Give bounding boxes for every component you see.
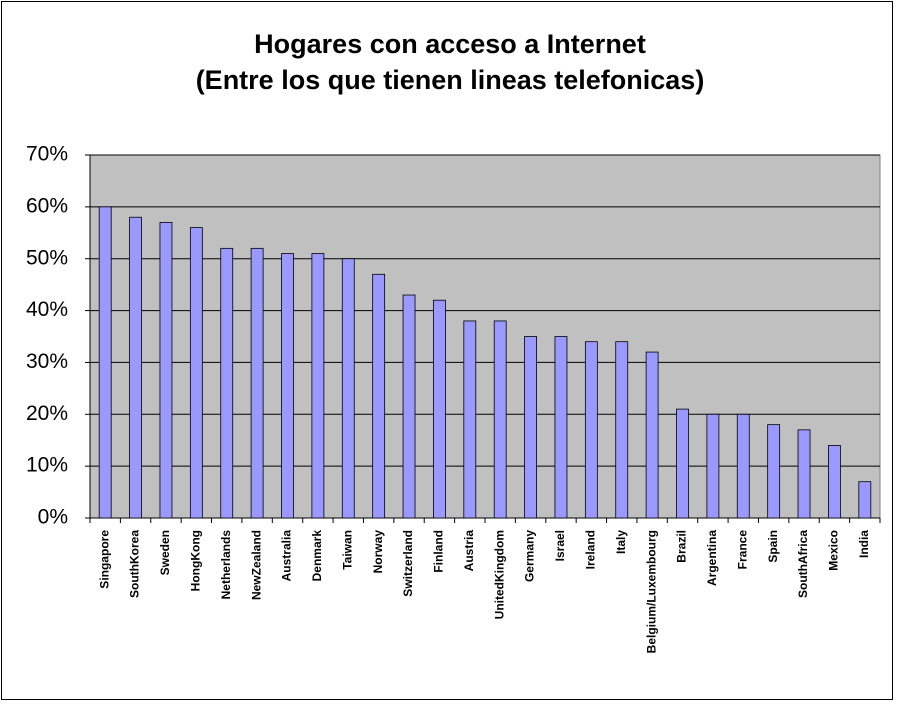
- bar: [797, 429, 811, 519]
- bar: [858, 481, 872, 519]
- x-tick-label: Italy: [614, 530, 628, 554]
- bar: [98, 206, 112, 519]
- chart-subtitle: (Entre los que tienen lineas telefonicas…: [196, 65, 705, 95]
- bar: [676, 408, 689, 519]
- x-tick-label: Finland: [432, 530, 446, 573]
- x-tick-label: Norway: [371, 530, 385, 574]
- bar: [828, 444, 841, 519]
- bar: [281, 253, 294, 519]
- y-tick-label: 50%: [26, 246, 68, 269]
- bar: [189, 227, 203, 519]
- bar: [554, 336, 568, 519]
- x-tick-label: France: [735, 530, 749, 570]
- bar: [402, 294, 416, 519]
- x-tick-label: NewZealand: [249, 530, 263, 600]
- x-tick-label: Denmark: [310, 530, 324, 582]
- x-tick-label: Taiwan: [340, 530, 354, 570]
- x-tick-label: Switzerland: [401, 530, 415, 597]
- x-tick-label: Argentina: [705, 530, 719, 586]
- bar: [129, 216, 142, 519]
- bar: [372, 273, 386, 519]
- bar: [615, 341, 629, 519]
- x-tick-label: Singapore: [97, 530, 111, 589]
- y-tick-label: 20%: [26, 402, 68, 425]
- chart-title: Hogares con acceso a Internet: [254, 29, 646, 59]
- bar: [159, 222, 173, 519]
- y-tick-label: 70%: [26, 143, 68, 166]
- y-tick-label: 60%: [26, 194, 68, 217]
- x-tick-label: Ireland: [584, 530, 598, 569]
- x-tick-label: Sweden: [158, 530, 172, 575]
- bar: [463, 320, 477, 519]
- x-tick-label: Mexico: [827, 530, 841, 571]
- bar: [706, 413, 720, 519]
- x-tick-label: SouthAfrica: [796, 530, 810, 598]
- bar: [250, 247, 264, 519]
- x-tick-label: UnitedKingdom: [492, 530, 506, 619]
- bar: [493, 320, 507, 519]
- bar: [524, 336, 537, 519]
- bar: [433, 299, 446, 519]
- x-tick-label: Spain: [766, 530, 780, 563]
- bar: [767, 424, 781, 519]
- plot-area: [89, 154, 881, 519]
- bar: [736, 413, 750, 519]
- x-tick-label: Australia: [280, 530, 294, 582]
- bar: [645, 351, 659, 519]
- bar: [311, 253, 325, 519]
- y-tick-label: 0%: [38, 506, 68, 529]
- bar: [584, 341, 598, 519]
- x-tick-label: Netherlands: [219, 530, 233, 600]
- y-tick-label: 40%: [26, 298, 68, 321]
- bar: [341, 258, 355, 519]
- x-tick-label: HongKong: [189, 530, 203, 591]
- y-tick-label: 30%: [26, 350, 68, 373]
- x-tick-label: Brazil: [675, 530, 689, 563]
- x-tick-label: India: [857, 530, 871, 558]
- x-tick-label: Austria: [462, 530, 476, 572]
- x-tick-label: SouthKorea: [128, 530, 142, 598]
- bar: [220, 247, 234, 519]
- x-tick-label: Belgium/Luxembourg: [644, 530, 658, 653]
- y-tick-label: 10%: [26, 454, 68, 477]
- x-tick-label: Germany: [523, 530, 537, 582]
- x-tick-label: Israel: [553, 530, 567, 561]
